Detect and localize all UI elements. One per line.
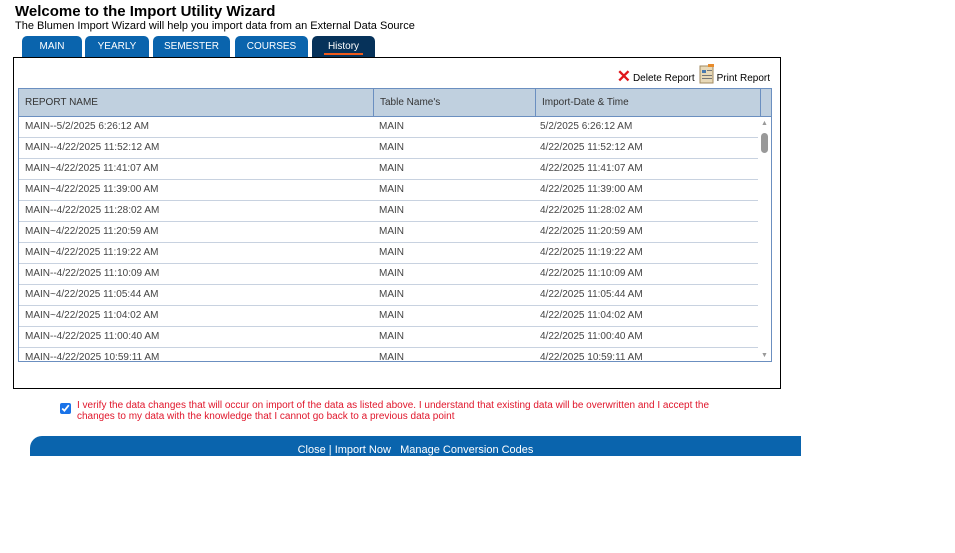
cell-import-date: 4/22/2025 11:52:12 AM	[540, 142, 643, 153]
cell-table-name: MAIN	[379, 310, 404, 321]
cell-table-name: MAIN	[379, 121, 404, 132]
manage-conversion-codes-link[interactable]: Manage Conversion Codes	[400, 444, 534, 456]
import-now-link[interactable]: Import Now	[334, 444, 391, 456]
cell-import-date: 4/22/2025 11:41:07 AM	[540, 163, 643, 174]
cell-table-name: MAIN	[379, 205, 404, 216]
table-row[interactable]: MAIN--4/22/2025 11:52:12 AM MAIN 4/22/2025…	[19, 138, 771, 159]
history-panel: ✕ Delete Report Print Report REPORT NAME…	[13, 57, 781, 389]
delete-report-label: Delete Report	[632, 73, 695, 84]
cell-import-date: 4/22/2025 10:59:11 AM	[540, 352, 643, 362]
table-row[interactable]: MAIN~4/22/2025 11:04:02 AM MAIN 4/22/2025 …	[19, 306, 771, 327]
cell-report-name: MAIN--5/2/2025 6:26:12 AM	[25, 121, 149, 132]
cell-import-date: 4/22/2025 11:28:02 AM	[540, 205, 643, 216]
tab-history[interactable]: History	[312, 36, 375, 57]
table-row[interactable]: MAIN--4/22/2025 11:00:40 AM MAIN 4/22/2025…	[19, 327, 771, 348]
scroll-down-arrow-icon[interactable]: ▼	[761, 352, 768, 359]
column-header-report-name[interactable]: REPORT NAME	[19, 89, 374, 116]
vertical-scrollbar[interactable]: ▲ ▼	[758, 117, 771, 361]
table-row[interactable]: MAIN~4/22/2025 11:05:44 AM MAIN 4/22/2025 …	[19, 285, 771, 306]
footer-bar: Close | Import Now Manage Conversion Cod…	[30, 436, 801, 456]
column-header-table-name[interactable]: Table Name's	[374, 89, 536, 116]
table-row[interactable]: MAIN~4/22/2025 11:20:59 AM MAIN 4/22/2025 …	[19, 222, 771, 243]
tab-label: SEMESTER	[163, 41, 219, 52]
tab-label: COURSES	[246, 41, 297, 52]
cell-import-date: 4/22/2025 11:20:59 AM	[540, 226, 643, 237]
close-link[interactable]: Close	[297, 444, 326, 456]
page-subtitle: The Blumen Import Wizard will help you i…	[15, 20, 415, 32]
page-title: Welcome to the Import Utility Wizard	[15, 3, 276, 20]
tab-semester[interactable]: SEMESTER	[153, 36, 230, 57]
tab-label: History	[323, 41, 364, 55]
cell-import-date: 4/22/2025 11:39:00 AM	[540, 184, 643, 195]
separator: |	[328, 444, 332, 456]
tab-label: YEARLY	[97, 41, 137, 52]
report-actions: ✕ Delete Report Print Report	[616, 64, 770, 86]
cell-report-name: MAIN~4/22/2025 11:19:22 AM	[25, 247, 159, 258]
cell-report-name: MAIN~4/22/2025 11:41:07 AM	[25, 163, 159, 174]
table-row[interactable]: MAIN~4/22/2025 11:41:07 AM MAIN 4/22/2025 …	[19, 159, 771, 180]
cell-table-name: MAIN	[379, 289, 404, 300]
table-row[interactable]: MAIN--4/22/2025 11:10:09 AM MAIN 4/22/2025…	[19, 264, 771, 285]
history-table: REPORT NAME Table Name's Import-Date & T…	[18, 88, 772, 362]
cell-report-name: MAIN--4/22/2025 11:28:02 AM	[25, 205, 160, 216]
tab-label: MAIN	[39, 41, 65, 52]
scrollbar-thumb[interactable]	[761, 133, 768, 153]
cell-table-name: MAIN	[379, 352, 404, 362]
cell-report-name: MAIN--4/22/2025 11:10:09 AM	[25, 268, 160, 279]
cell-report-name: MAIN~4/22/2025 11:04:02 AM	[25, 310, 159, 321]
cell-import-date: 4/22/2025 11:00:40 AM	[540, 331, 643, 342]
print-report-icon	[699, 64, 714, 84]
verify-checkbox[interactable]	[60, 403, 71, 414]
cell-report-name: MAIN~4/22/2025 11:05:44 AM	[25, 289, 159, 300]
scroll-up-arrow-icon[interactable]: ▲	[761, 120, 768, 127]
tab-courses[interactable]: COURSES	[235, 36, 308, 57]
cell-report-name: MAIN~4/22/2025 11:20:59 AM	[25, 226, 159, 237]
cell-import-date: 4/22/2025 11:05:44 AM	[540, 289, 643, 300]
table-row[interactable]: MAIN--4/22/2025 11:28:02 AM MAIN 4/22/2025…	[19, 201, 771, 222]
cell-report-name: MAIN~4/22/2025 11:39:00 AM	[25, 184, 159, 195]
table-row[interactable]: MAIN~4/22/2025 11:39:00 AM MAIN 4/22/2025 …	[19, 180, 771, 201]
cell-import-date: 5/2/2025 6:26:12 AM	[540, 121, 633, 132]
cell-import-date: 4/22/2025 11:19:22 AM	[540, 247, 643, 258]
verify-text: I verify the data changes that will occu…	[77, 400, 710, 422]
cell-import-date: 4/22/2025 11:10:09 AM	[540, 268, 643, 279]
cell-table-name: MAIN	[379, 247, 404, 258]
cell-report-name: MAIN--4/22/2025 11:52:12 AM	[25, 142, 160, 153]
verify-section: I verify the data changes that will occu…	[60, 400, 740, 422]
cell-import-date: 4/22/2025 11:04:02 AM	[540, 310, 643, 321]
table-row[interactable]: MAIN--5/2/2025 6:26:12 AM MAIN 5/2/2025 6:…	[19, 117, 771, 138]
tab-yearly[interactable]: YEARLY	[85, 36, 149, 57]
cell-table-name: MAIN	[379, 142, 404, 153]
column-header-import-date[interactable]: Import-Date & Time	[536, 89, 761, 116]
cell-table-name: MAIN	[379, 226, 404, 237]
table-row[interactable]: MAIN--4/22/2025 10:59:11 AM MAIN 4/22/2025…	[19, 348, 771, 362]
print-report-label: Print Report	[716, 73, 770, 84]
print-report-button[interactable]: Print Report	[699, 64, 770, 84]
table-body: MAIN--5/2/2025 6:26:12 AM MAIN 5/2/2025 6:…	[19, 117, 771, 362]
cell-report-name: MAIN--4/22/2025 11:00:40 AM	[25, 331, 160, 342]
table-header: REPORT NAME Table Name's Import-Date & T…	[19, 89, 771, 117]
tab-main[interactable]: MAIN	[22, 36, 82, 57]
table-row[interactable]: MAIN~4/22/2025 11:19:22 AM MAIN 4/22/2025 …	[19, 243, 771, 264]
cell-table-name: MAIN	[379, 163, 404, 174]
cell-report-name: MAIN--4/22/2025 10:59:11 AM	[25, 352, 160, 362]
delete-x-icon: ✕	[616, 67, 631, 86]
cell-table-name: MAIN	[379, 184, 404, 195]
cell-table-name: MAIN	[379, 268, 404, 279]
cell-table-name: MAIN	[379, 331, 404, 342]
delete-report-button[interactable]: ✕ Delete Report	[616, 67, 695, 86]
